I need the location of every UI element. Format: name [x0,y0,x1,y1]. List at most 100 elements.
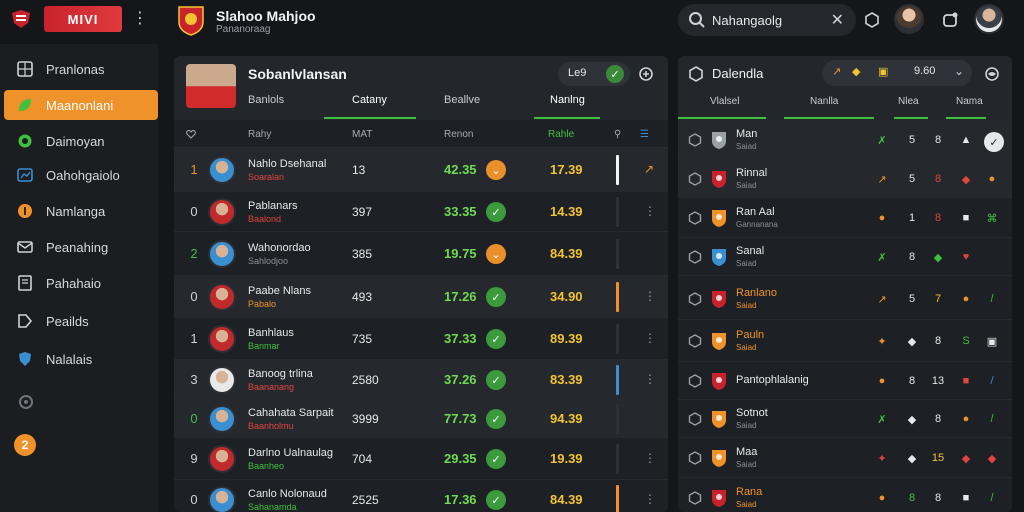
table-row[interactable]: 3 Banoog trlina Baananang 2580 37.26 ✓ 83.39 ⋮ [174,360,668,400]
table-row[interactable]: 9 Darlno Ualnaulag Baanheo 704 29.35 ✓ 19.39 ⋮ [174,438,668,480]
sidebar-item-1[interactable]: Pranlonas [4,54,158,84]
stat-cell[interactable]: 8 [908,492,916,504]
player-name[interactable]: Pablanars [248,200,298,212]
stat-cell[interactable]: ■ [962,375,970,387]
sidebar-item-8[interactable]: Peailds [4,306,158,336]
stat-cell[interactable]: 5 [908,134,916,146]
club-name[interactable]: Rana [736,486,763,498]
row-more-icon[interactable]: ⋮ [644,289,656,303]
check-icon[interactable]: ✓ [486,449,506,469]
stat-cell[interactable]: ● [878,492,886,504]
stat-cell[interactable]: 8 [908,375,916,387]
club-name[interactable]: Sanal [736,245,765,257]
club-name[interactable]: Rinnal [736,167,768,179]
stat-cell[interactable]: ■ [962,212,970,224]
details-tab-2[interactable]: Nanlla [810,96,839,107]
list-item[interactable]: Sanal Saiad ✗ 8 ◆ ♥ [678,238,1012,276]
stat-cell[interactable]: ↗ [877,173,887,186]
user-avatar[interactable] [894,4,924,34]
tab-nanlng[interactable]: Nanlng [550,94,585,106]
sidebar-item-5[interactable]: Namlanga [4,196,158,226]
check-icon[interactable]: ✓ [486,409,506,429]
stat-cell[interactable]: 5 [908,293,916,305]
club-name[interactable]: Maa [736,446,758,458]
stat-cell[interactable]: ● [878,212,886,224]
details-filter-pill[interactable]: ↗ ◆ ▣ 9.60 [822,60,972,86]
search-box[interactable]: ✕ [678,4,856,36]
stat-cell[interactable]: 15 [931,452,945,464]
list-item[interactable]: Pauln Saiad ✦ ◆ 8 S ▣ [678,320,1012,362]
player-avatar[interactable] [208,366,236,394]
stat-cell[interactable]: / [990,293,994,305]
filter-pill[interactable]: Le9 ✓ [558,62,630,86]
brand-logo[interactable]: MIVI [44,6,122,32]
stat-cell[interactable]: / [990,413,994,425]
club-name[interactable]: Ranlano [736,287,777,299]
details-tab-3[interactable]: Nlea [898,96,919,107]
player-avatar[interactable] [208,325,236,353]
stat-cell[interactable]: ◆ [987,452,997,465]
details-tab-1[interactable]: Vlalsel [710,96,740,107]
notification-badge[interactable]: 2 [14,434,36,456]
list-item[interactable]: Ran Aal Gannanana ● 1 8 ■ ⌘ [678,198,1012,238]
settings-icon[interactable] [636,64,656,84]
player-name[interactable]: Banoog trlina [248,368,313,380]
player-avatar[interactable] [208,198,236,226]
check-icon[interactable]: ✓ [486,370,506,390]
player-name[interactable]: Wahonordao [248,242,311,254]
player-name[interactable]: Paabe Nlans [248,285,311,297]
player-name[interactable]: Cahahata Sarpait [248,407,334,419]
sidebar-item-2[interactable]: Maanonlani [4,90,158,120]
stat-cell[interactable]: ✗ [877,413,887,426]
stat-cell[interactable]: ◆ [961,452,971,465]
stat-cell[interactable]: 8 [934,413,942,425]
stat-cell[interactable]: ◆ [907,413,917,426]
hexagon-icon[interactable] [688,211,702,225]
table-row[interactable]: 0 Cahahata Sarpait Baanholmu 3999 77.73 ✓ 94.3… [174,400,668,438]
check-icon[interactable]: ✓ [486,202,506,222]
stat-cell[interactable]: 13 [931,375,945,387]
sidebar-item-6[interactable]: Peanahing [4,232,158,262]
sidebar-item-7[interactable]: Pahahaio [4,268,158,298]
player-name[interactable]: Nahlo Dsehanal [248,158,327,170]
table-row[interactable]: 0 Canlo Nolonaud Sahanamda 2525 17.36 ✓ 84.39 ⋮ [174,480,668,512]
player-name[interactable]: Canlo Nolonaud [248,488,327,500]
search-input[interactable] [712,10,822,30]
kebab-menu-icon[interactable]: ⋮ [132,10,148,27]
club-name[interactable]: Man [736,128,758,140]
hexagon-icon[interactable] [688,451,702,465]
stat-cell[interactable]: ■ [962,492,970,504]
gear-icon[interactable] [982,64,1002,84]
player-avatar[interactable] [208,405,236,433]
column-header-renon[interactable]: Renon [444,129,474,140]
settings-icon[interactable] [16,392,36,412]
tab-beallve[interactable]: Beallve [444,94,481,106]
player-avatar[interactable] [208,486,236,512]
stat-cell[interactable]: ◆ [907,452,917,465]
club-name[interactable]: Pauln [736,329,765,341]
row-more-icon[interactable]: ⋮ [644,372,656,386]
list-item[interactable]: Rinnal Saiad ↗ 5 8 ◆ ● [678,160,1012,198]
player-avatar[interactable] [208,283,236,311]
club-name[interactable]: Pantophlalanig [736,374,809,386]
player-name[interactable]: Banhlaus [248,327,294,339]
hexagon-icon[interactable] [688,412,702,426]
sort-icon[interactable]: ⚲ [614,129,622,140]
stat-cell[interactable]: ● [962,293,970,305]
table-row[interactable]: 1 Banhlaus Banmar 735 37.33 ✓ 89.39 ⋮ [174,318,668,360]
stat-cell[interactable]: 8 [908,251,916,263]
filter-icon[interactable]: ☰ [640,129,649,140]
list-item[interactable]: Rana Saiad ● 8 8 ■ / [678,478,1012,512]
list-item[interactable]: Pantophlalanig ● 8 13 ■ / [678,362,1012,400]
table-row[interactable]: 0 Pablanars Baalond 397 33.35 ✓ 14.39 ⋮ [174,192,668,232]
stat-cell[interactable]: ● [988,173,996,185]
stat-cell[interactable]: / [990,492,994,504]
stat-cell[interactable]: 1 [908,212,916,224]
row-more-icon[interactable]: ⋮ [644,331,656,345]
hexagon-icon[interactable] [688,374,702,388]
player-avatar[interactable] [208,156,236,184]
menu-button[interactable] [8,8,34,30]
heart-icon[interactable] [186,129,196,139]
stat-cell[interactable]: 7 [934,293,942,305]
player-name[interactable]: Darlno Ualnaulag [248,447,333,459]
